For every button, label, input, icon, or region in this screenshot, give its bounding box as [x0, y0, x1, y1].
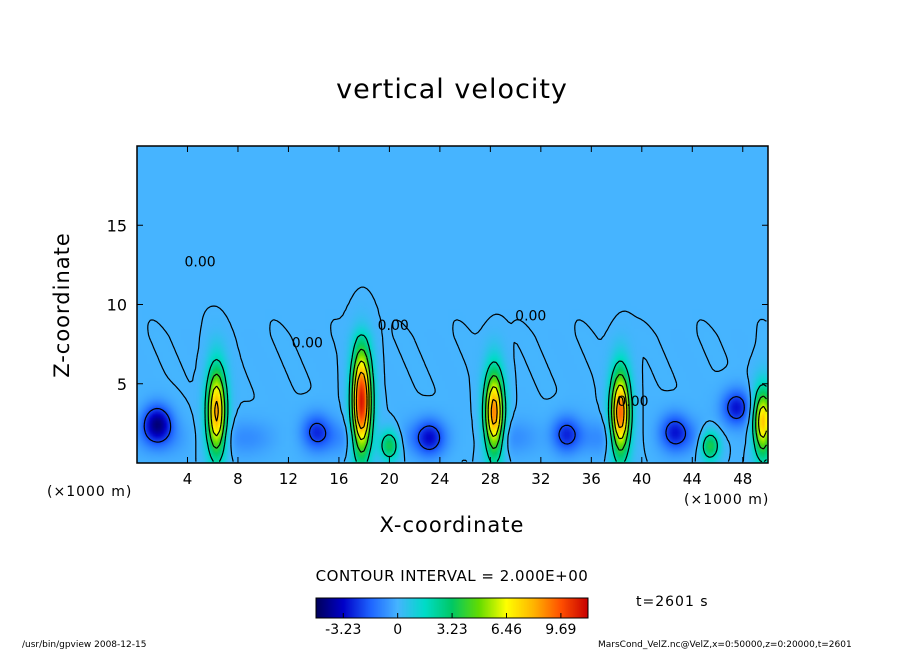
contour-interval-text: CONTOUR INTERVAL = 2.000E+00	[315, 567, 589, 585]
colorbar-ticks: -3.23 0 3.23 6.46 9.69	[325, 613, 576, 638]
x-tick-label: 4	[183, 470, 193, 488]
y-tick-label: 15	[107, 216, 127, 235]
x-tick-label: 8	[233, 470, 243, 488]
contour-line	[207, 348, 767, 453]
x-tick-label: 12	[279, 470, 298, 488]
x-axis-label: X-coordinate	[379, 513, 525, 537]
colorbar-tick-label: 6.46	[491, 622, 522, 638]
x-tick-label: 24	[430, 470, 449, 488]
footer-dataset-info: MarsCond_VelZ.nc@VelZ,x=0:50000,z=0:2000…	[598, 640, 852, 650]
velocity-field	[137, 146, 768, 463]
contour-value-label: 0.00	[292, 335, 323, 351]
y-axis-ticks: 5 10 15	[107, 216, 768, 394]
contour-lines	[143, 286, 768, 463]
contour-line	[204, 334, 767, 463]
colorbar-tick-label: 0	[393, 622, 402, 638]
contour-line	[214, 371, 625, 430]
y-tick-label: 5	[117, 375, 127, 394]
colorbar	[316, 598, 588, 618]
contour-line	[147, 286, 767, 462]
contour-value-label: 0.00	[617, 394, 648, 410]
x-tick-label: 44	[683, 470, 702, 488]
colorbar-tick-label: -3.23	[325, 622, 361, 638]
contour-line	[143, 396, 745, 451]
contour-value-label: 0.00	[515, 308, 546, 324]
colorbar-tick-label: 9.69	[545, 622, 576, 638]
x-tick-label: 20	[380, 470, 399, 488]
chart-title: vertical velocity	[336, 74, 568, 105]
x-tick-label: 36	[582, 470, 601, 488]
colorbar-tick-label: 3.23	[436, 622, 467, 638]
contour-value-label: 0.00	[185, 254, 216, 270]
contour-value-label: 0.00	[378, 318, 409, 334]
x-tick-label: 48	[733, 470, 752, 488]
x-tick-label: 28	[481, 470, 500, 488]
y-tick-label: 10	[107, 296, 127, 315]
x-unit-left: (×1000 m)	[47, 484, 133, 500]
x-tick-label: 32	[531, 470, 550, 488]
x-axis-ticks: 4 8 12 16 20 24 28 32 36 40 44 48	[183, 146, 752, 488]
contour-labels: 0.00 0.00 0.00 0.00 0.00	[185, 254, 649, 409]
plot-area: 0.00 0.00 0.00 0.00 0.00	[137, 146, 768, 463]
contour-line	[210, 360, 768, 441]
x-unit-right: (×1000 m)	[684, 492, 770, 508]
x-tick-label: 16	[329, 470, 348, 488]
time-label: t=2601 s	[636, 594, 709, 610]
footer-program-date: /usr/bin/gpview 2008-12-15	[22, 640, 147, 650]
y-axis-label: Z-coordinate	[50, 232, 74, 378]
x-tick-label: 40	[632, 470, 651, 488]
